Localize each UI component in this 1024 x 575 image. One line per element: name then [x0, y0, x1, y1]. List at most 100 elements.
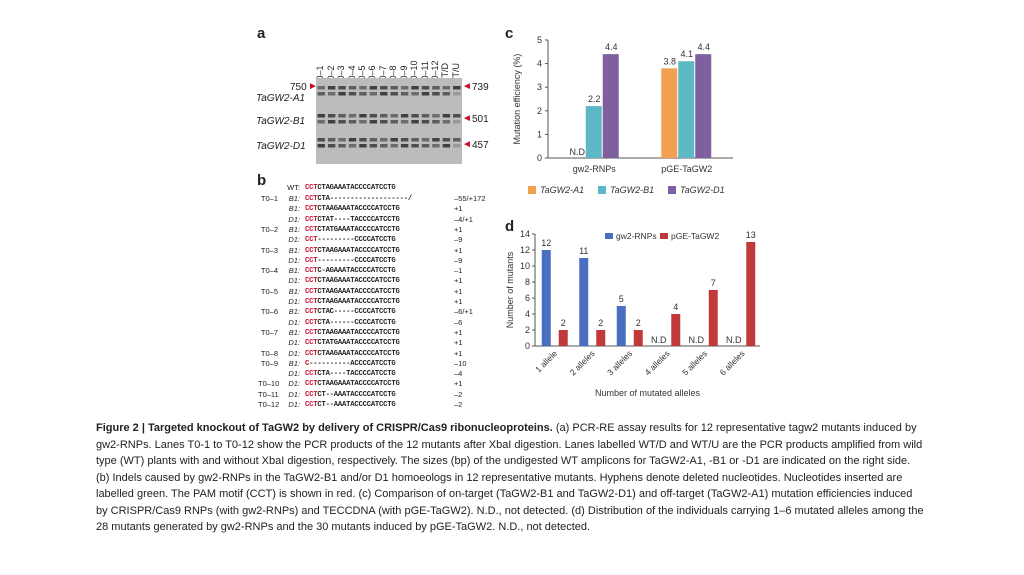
mutant-sequence: CCTCTAAGAAATACCCCATCCTG — [305, 349, 400, 358]
gel-band — [317, 120, 325, 124]
mutant-id: T0–2 — [260, 224, 278, 234]
gel-band — [390, 86, 398, 90]
bar — [695, 54, 712, 158]
gel-band — [411, 144, 419, 148]
bar-value-label: 13 — [746, 230, 756, 240]
gel-band — [390, 144, 398, 148]
indel-size: +1 — [454, 327, 463, 337]
gel-band — [400, 120, 409, 124]
mutant-sequence: CCTCTA----TACCCCATCCTG — [305, 370, 396, 379]
indel-size: +1 — [454, 276, 463, 286]
homoeolog-label: D1: — [288, 276, 300, 286]
gel-band — [432, 92, 440, 96]
gel-band — [400, 86, 409, 90]
legend-swatch — [528, 186, 536, 194]
gel-band — [421, 120, 430, 124]
bar — [671, 314, 681, 346]
bar-value-label: N.D — [689, 335, 705, 345]
mutant-sequence: CCTCTA------CCCCATCCTG — [305, 318, 396, 327]
bar-value-label: 11 — [579, 246, 588, 256]
gel-band — [411, 92, 419, 96]
indel-row: D1: CCTCTATGAAATACCCCATCCTG +1 — [258, 338, 498, 348]
gel-band — [453, 138, 461, 142]
size-label-739: 739 — [472, 82, 489, 93]
mutant-sequence: CCTCTAAGAAATACCCCATCCTG — [305, 205, 400, 214]
mutant-sequence: CCTCTAAGAAATACCCCATCCTG — [305, 328, 400, 337]
homoeolog-label: D1: — [288, 214, 300, 224]
gel-band — [348, 138, 357, 142]
legend-swatch — [598, 186, 606, 194]
mutant-id: T0–6 — [260, 307, 278, 317]
indel-size: +1 — [454, 224, 463, 234]
homoeolog-label: D1: — [288, 255, 300, 265]
gel-band — [369, 114, 378, 118]
indel-row: T0–5 B1: CCTCTAAGAAATACCCCATCCTG +1 — [258, 287, 498, 297]
indel-row: D1: CCTCTAAGAAATACCCCATCCTG +1 — [258, 276, 498, 286]
y-tick-label: 14 — [520, 229, 530, 239]
y-tick-label: 0 — [537, 153, 542, 163]
y-axis-label: Number of mutants — [505, 251, 515, 328]
mutant-id: T0–8 — [260, 348, 278, 358]
legend-label: gw2-RNPs — [616, 231, 657, 241]
category-label: pGE-TaGW2 — [661, 164, 712, 174]
size-label-501: 501 — [472, 114, 489, 125]
mutant-sequence: CCTCTAAGAAATACCCCATCCTG — [305, 246, 400, 255]
mutant-sequence: CCTC-AGAAATACCCCATCCTG — [305, 267, 396, 276]
gel-band — [400, 144, 409, 148]
mutant-sequence: CCTCTAAGAAATACCCCATCCTG — [305, 277, 400, 286]
indel-size: –1 — [454, 266, 463, 276]
gel-row-label-a1: TaGW2-A1 — [256, 93, 306, 104]
indel-row: T0–11 D1: CCTCT--AAATACCCCATCCTG –2 — [258, 390, 498, 400]
homoeolog-label: D1: — [288, 400, 300, 409]
bar-value-label: 4.4 — [605, 42, 618, 52]
bar — [541, 250, 551, 346]
homoeolog-label: B1: — [288, 286, 300, 296]
gel-band — [442, 138, 451, 142]
gel-band — [359, 114, 367, 118]
gel-band — [411, 86, 419, 90]
gel-band — [421, 114, 430, 118]
homoeolog-label: B1: — [288, 327, 300, 337]
bar-value-label: 12 — [541, 238, 551, 248]
indel-row: T0–9 B1: C----------ACCCCATCCTG –10 — [258, 359, 498, 369]
bar — [661, 68, 678, 158]
homoeolog-label: D1: — [288, 379, 300, 389]
gel-band — [317, 86, 325, 90]
mutant-sequence: C----------ACCCCATCCTG — [305, 359, 396, 368]
y-tick-label: 2 — [525, 325, 530, 335]
gel-band — [380, 92, 388, 96]
homoeolog-label: B1: — [288, 266, 300, 276]
y-tick-label: 5 — [537, 35, 542, 45]
gel-band — [390, 92, 398, 96]
figure-caption: Figure 2 | Targeted knockout of TaGW2 by… — [96, 420, 926, 536]
gel-band — [338, 92, 346, 96]
gel-band — [327, 138, 336, 142]
caption-title: Figure 2 | Targeted knockout of TaGW2 by… — [96, 422, 553, 434]
gel-band — [369, 92, 378, 96]
mutant-sequence: CCTCTAT----TACCCCATCCTG — [305, 215, 400, 224]
bar — [579, 258, 589, 346]
gel-band — [359, 138, 367, 142]
gel-band — [400, 92, 409, 96]
legend-label: TaGW2-A1 — [540, 185, 584, 195]
mutant-sequence: CCT---------CCCCATCCTG — [305, 256, 396, 265]
legend-label: pGE-TaGW2 — [671, 231, 719, 241]
indel-row: T0–4 B1: CCTC-AGAAATACCCCATCCTG –1 — [258, 266, 498, 276]
gel-band — [348, 86, 357, 90]
homoeolog-label: B1: — [288, 358, 300, 368]
gel-band — [369, 120, 378, 124]
gel-band — [317, 92, 325, 96]
chart-d-mutated-alleles: 0 2 4 6 8 10 12 14 Number of mutants 1 allele 12 2 2… — [505, 229, 760, 398]
category-label: 1 allele — [533, 348, 559, 374]
gel-band — [380, 138, 388, 142]
gel-band — [359, 144, 367, 148]
gel-image — [316, 78, 462, 164]
size-label-457: 457 — [472, 140, 489, 151]
mutant-sequence: CCTCTA-------------------/ — [305, 195, 412, 203]
indel-size: +1 — [454, 348, 463, 358]
gel-band — [348, 92, 357, 96]
category-label: 5 alleles — [680, 348, 709, 377]
indel-row: T0–1 B1: CCTCTA-------------------/ –55/+17… — [258, 194, 498, 204]
gel-band — [380, 86, 388, 90]
indel-row: D1: CCTCTAAGAAATACCCCATCCTG +1 — [258, 297, 498, 307]
